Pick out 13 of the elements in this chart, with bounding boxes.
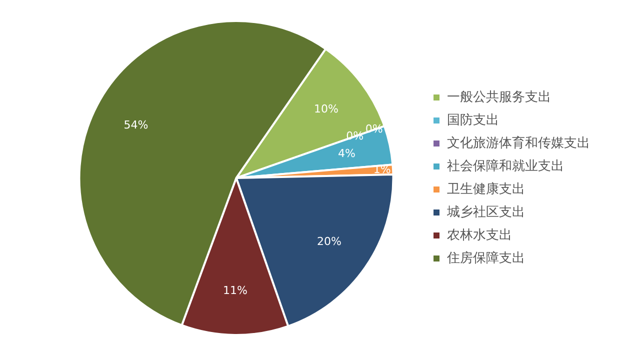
legend-label: 住房保障支出 [446,250,525,266]
data-label: 10% [314,102,338,116]
data-label: 11% [223,284,248,297]
data-label: 54% [124,118,148,132]
data-label: 20% [316,235,342,248]
legend-label: 城乡社区支出 [446,204,525,220]
legend-label: 农林水支出 [447,228,512,243]
legend-label: 社会保障和就业支出 [447,158,564,174]
legend-label: 卫生健康支出 [447,182,525,197]
legend-label: 一般公共服务支出 [447,90,551,105]
data-label: 4% [338,147,356,160]
legend-label: 国防支出 [447,112,499,128]
legend-label: 文化旅游体育和传媒支出 [447,134,590,151]
